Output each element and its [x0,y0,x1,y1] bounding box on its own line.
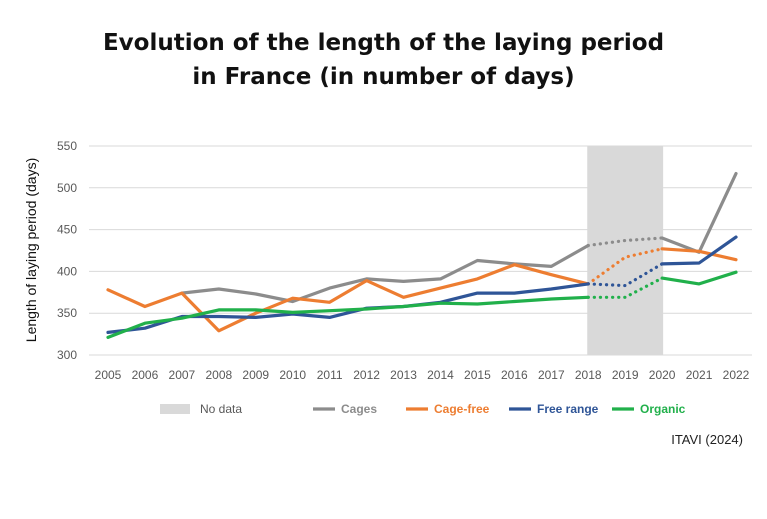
x-tick-label: 2021 [686,368,713,382]
x-tick-label: 2006 [132,368,159,382]
y-tick-label: 500 [57,181,77,195]
legend-label-organic: Organic [640,402,686,416]
x-tick-label: 2019 [612,368,639,382]
legend-no-data-label: No data [200,402,242,416]
y-axis-label: Length of laying period (days) [23,158,39,342]
y-tick-label: 300 [57,348,77,362]
series-line-cages [180,243,590,304]
y-tick-label: 450 [57,223,77,237]
x-tick-label: 2012 [353,368,380,382]
x-tick-label: 2011 [317,368,343,382]
series-dotted-free-range [586,262,664,288]
x-tick-label: 2015 [464,368,491,382]
x-tick-label: 2010 [279,368,306,382]
chart-title: Evolution of the length of the laying pe… [0,26,767,94]
title-line-2: in France (in number of days) [192,64,575,90]
title-line-1: Evolution of the length of the laying pe… [102,30,665,56]
legend-label-cage-free: Cage-free [434,402,490,416]
x-tick-label: 2022 [723,368,750,382]
x-tick-label: 2009 [242,368,269,382]
x-tick-label: 2018 [575,368,602,382]
source-credit: ITAVI (2024) [671,432,743,447]
series-dotted-organic [586,276,664,299]
series-line-cage-free-after [660,247,738,262]
series-line-free-range-after [660,235,738,266]
series-line-cage-free [106,263,590,333]
y-tick-label: 400 [57,264,77,278]
legend-label-free-range: Free range [537,402,599,416]
legend-label-cages: Cages [341,402,377,416]
y-tick-label: 550 [57,139,77,153]
series-line-organic [106,295,590,339]
x-tick-label: 2005 [95,368,122,382]
y-tick-label: 350 [57,306,77,320]
legend-no-data-swatch [160,404,190,414]
series-line-cages-after [660,172,738,254]
series-dotted-cages [586,236,664,248]
x-tick-label: 2020 [649,368,676,382]
x-tick-label: 2017 [538,368,565,382]
x-tick-label: 2016 [501,368,528,382]
no-data-band [587,146,664,355]
x-tick-label: 2014 [427,368,454,382]
x-tick-label: 2007 [169,368,196,382]
x-tick-label: 2008 [205,368,232,382]
x-tick-label: 2013 [390,368,417,382]
series-line-organic-after [660,270,738,286]
